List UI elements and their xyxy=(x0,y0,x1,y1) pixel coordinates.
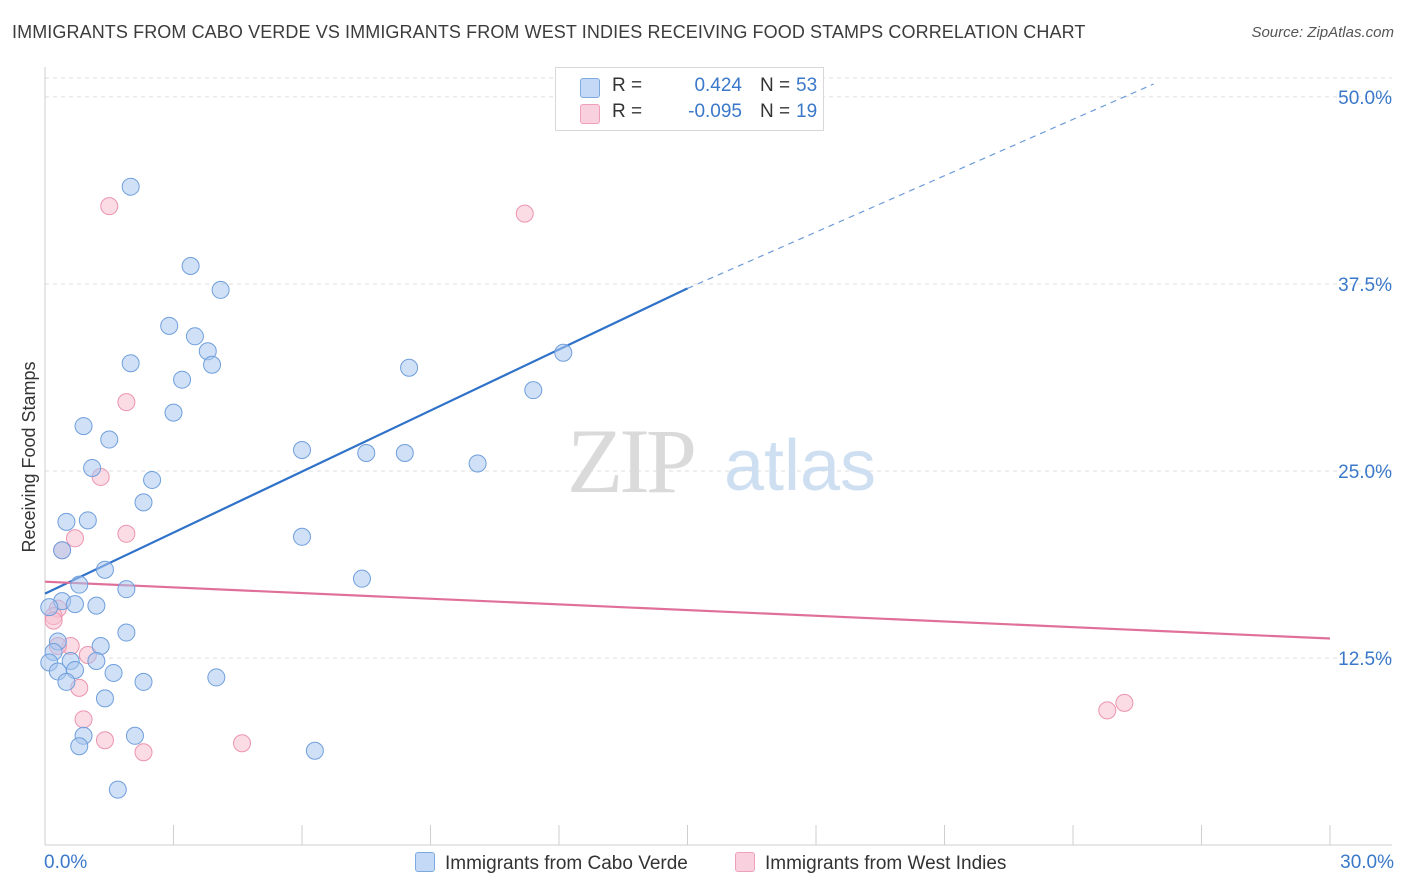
data-point-cabo-verde xyxy=(160,316,179,335)
data-point-west-indies xyxy=(95,731,114,750)
trend-lines xyxy=(44,83,1331,640)
data-point-cabo-verde xyxy=(203,355,222,374)
data-point-cabo-verde xyxy=(211,280,230,299)
data-point-cabo-verde xyxy=(134,672,153,691)
y-tick-label: 50.0% xyxy=(1338,88,1392,109)
legend-r-value: 0.424 xyxy=(694,75,742,96)
bottom-legend-label: Immigrants from West Indies xyxy=(765,853,1007,874)
data-point-cabo-verde xyxy=(185,327,204,346)
trend-line-west-indies xyxy=(44,580,1331,640)
data-point-cabo-verde xyxy=(87,596,106,615)
data-point-west-indies xyxy=(100,197,119,216)
data-point-cabo-verde xyxy=(395,444,414,463)
data-point-cabo-verde xyxy=(78,511,97,530)
series-cabo-verde-points xyxy=(40,177,573,799)
watermark-zip: ZIP xyxy=(567,410,694,512)
legend-r-label: R = xyxy=(612,101,643,122)
y-tick-label: 37.5% xyxy=(1338,275,1392,296)
data-point-cabo-verde xyxy=(40,598,59,617)
legend-swatch-pink xyxy=(580,104,600,124)
data-point-cabo-verde xyxy=(100,430,119,449)
correlation-legend: R = 0.424 N = 53 R = -0.095 N = 19 xyxy=(555,67,824,131)
data-point-cabo-verde xyxy=(87,651,106,670)
x-axis-min-label: 0.0% xyxy=(44,852,88,873)
bottom-legend-label: Immigrants from Cabo Verde xyxy=(445,853,688,874)
data-point-cabo-verde xyxy=(468,454,487,473)
data-point-cabo-verde xyxy=(357,444,376,463)
trend-line-cabo-verde xyxy=(44,287,688,595)
data-point-cabo-verde xyxy=(83,458,102,477)
data-point-west-indies xyxy=(233,734,252,753)
legend-r-value: -0.095 xyxy=(688,101,742,122)
data-point-cabo-verde xyxy=(53,541,72,560)
data-point-cabo-verde xyxy=(70,737,89,756)
legend-n-label: N = xyxy=(760,75,791,96)
chart-title: IMMIGRANTS FROM CABO VERDE VS IMMIGRANTS… xyxy=(12,22,1086,42)
data-point-cabo-verde xyxy=(524,381,543,400)
data-point-cabo-verde xyxy=(400,358,419,377)
data-point-west-indies xyxy=(1098,701,1117,720)
y-tick-labels: 12.5% 25.0% 37.5% 50.0% xyxy=(1338,88,1392,670)
bottom-legend-swatch-blue xyxy=(415,852,435,872)
data-point-cabo-verde xyxy=(207,668,226,687)
axes xyxy=(44,67,1392,846)
data-point-cabo-verde xyxy=(121,354,140,373)
y-axis-title: Receiving Food Stamps xyxy=(19,361,39,552)
data-point-cabo-verde xyxy=(91,637,110,656)
data-point-cabo-verde xyxy=(352,569,371,588)
watermark: ZIP atlas xyxy=(567,410,876,512)
data-point-cabo-verde xyxy=(143,470,162,489)
y-tick-label: 25.0% xyxy=(1338,462,1392,483)
bottom-legend-west-indies: Immigrants from West Indies xyxy=(735,852,1006,875)
data-point-cabo-verde xyxy=(181,256,200,275)
data-point-cabo-verde xyxy=(173,370,192,389)
data-point-west-indies xyxy=(117,524,136,543)
data-point-cabo-verde xyxy=(293,527,311,546)
legend-n-label: N = xyxy=(760,101,791,122)
data-point-cabo-verde xyxy=(554,343,573,362)
data-point-cabo-verde xyxy=(95,689,114,708)
bottom-legend-swatch-pink xyxy=(735,852,755,872)
data-point-cabo-verde xyxy=(125,726,144,745)
data-point-cabo-verde xyxy=(305,741,324,760)
data-point-cabo-verde xyxy=(70,575,89,594)
data-point-cabo-verde xyxy=(104,663,123,682)
data-point-cabo-verde xyxy=(117,623,136,642)
data-point-west-indies xyxy=(65,529,84,548)
data-point-cabo-verde xyxy=(95,560,114,579)
legend-r-label: R = xyxy=(612,75,643,96)
data-point-cabo-verde xyxy=(164,403,183,422)
source-label: Source: ZipAtlas.com xyxy=(1251,24,1394,41)
data-point-west-indies xyxy=(134,743,153,762)
legend-swatch-blue xyxy=(580,78,600,98)
data-point-west-indies xyxy=(1115,693,1134,712)
data-point-cabo-verde xyxy=(293,441,311,460)
legend-n-value: 53 xyxy=(796,75,818,96)
data-point-west-indies xyxy=(74,710,93,729)
trend-line-cabo-verde-extension xyxy=(687,83,1154,289)
data-point-cabo-verde xyxy=(108,780,127,799)
data-point-west-indies xyxy=(515,204,534,223)
data-point-cabo-verde xyxy=(57,512,76,531)
data-point-cabo-verde xyxy=(134,493,153,512)
data-point-west-indies xyxy=(117,393,136,412)
data-point-cabo-verde xyxy=(121,177,140,196)
data-point-cabo-verde xyxy=(65,595,84,614)
y-tick-label: 12.5% xyxy=(1338,649,1392,670)
data-point-cabo-verde xyxy=(57,672,76,691)
bottom-legend-cabo-verde: Immigrants from Cabo Verde xyxy=(415,852,688,875)
data-point-cabo-verde xyxy=(74,417,93,436)
x-axis-max-label: 30.0% xyxy=(1340,852,1394,873)
watermark-atlas: atlas xyxy=(724,426,876,506)
legend-n-value: 19 xyxy=(796,101,818,122)
data-point-cabo-verde xyxy=(117,580,136,599)
grid-lines xyxy=(45,77,1392,659)
